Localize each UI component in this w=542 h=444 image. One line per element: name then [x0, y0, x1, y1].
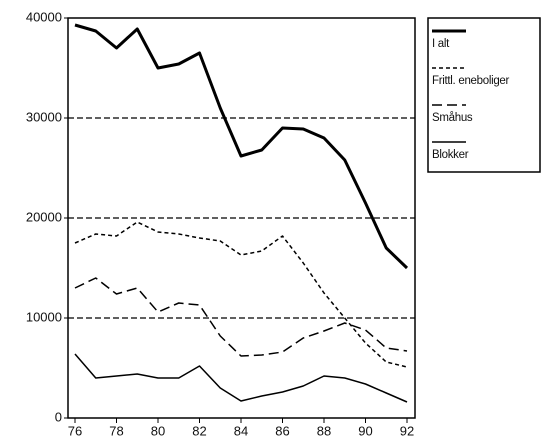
legend-label: Frittl. eneboliger — [432, 75, 510, 87]
x-tick-label: 84 — [234, 423, 248, 438]
x-tick-label: 90 — [358, 423, 372, 438]
series-line — [74, 221, 408, 368]
y-tick-label: 0 — [55, 409, 62, 424]
y-tick-label: 20000 — [26, 209, 62, 224]
x-tick-label: 76 — [68, 423, 82, 438]
x-tick-label: 86 — [275, 423, 289, 438]
x-tick-label: 80 — [151, 423, 165, 438]
y-tick-label: 40000 — [26, 9, 62, 24]
legend-label: Småhus — [432, 112, 473, 124]
y-tick-label: 30000 — [26, 109, 62, 124]
x-tick-label: 82 — [192, 423, 206, 438]
x-tick-label: 92 — [400, 423, 414, 438]
legend-box — [427, 17, 541, 173]
y-tick-label: 10000 — [26, 309, 62, 324]
legend-label: Blokker — [432, 149, 469, 161]
series-line — [74, 23, 409, 270]
legend-label: I alt — [432, 38, 450, 50]
series-line — [74, 277, 408, 357]
series-line — [74, 353, 408, 403]
x-tick-label: 88 — [317, 423, 331, 438]
x-tick-label: 78 — [109, 423, 123, 438]
